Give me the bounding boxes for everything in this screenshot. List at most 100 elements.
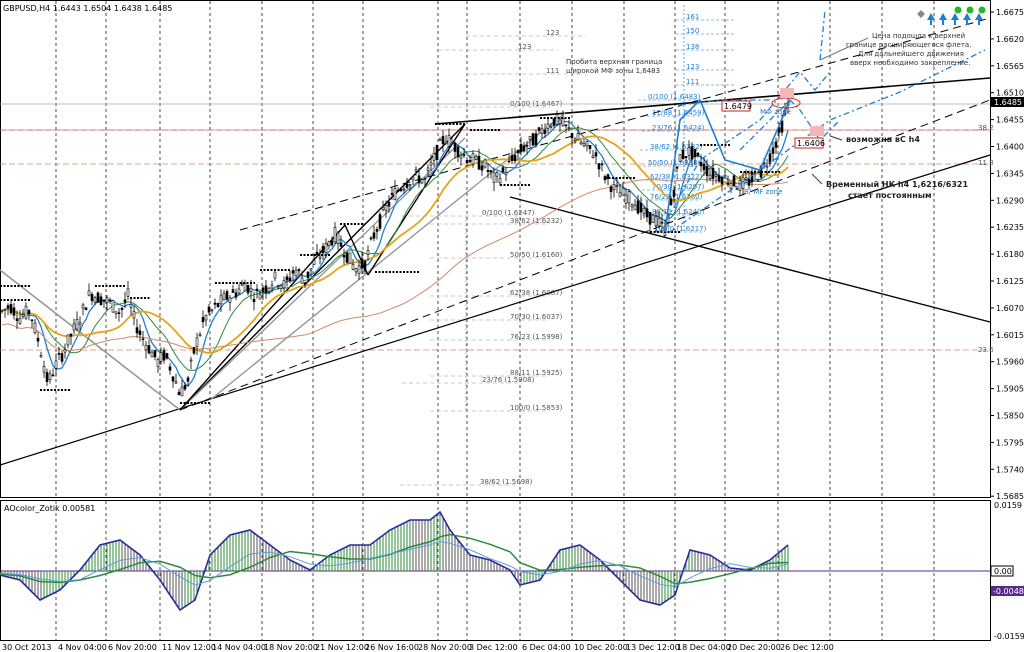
candle-body: [639, 202, 643, 213]
candle-body: [681, 149, 685, 159]
candle-body: [144, 344, 148, 351]
candle-body: [354, 268, 358, 273]
candle-body: [3, 308, 7, 311]
annotation-nk-1: Временный НК h4 1,6216/6321: [826, 180, 968, 189]
candle-body: [237, 288, 241, 294]
candle-body: [90, 293, 94, 302]
level-23: 23.6: [978, 346, 994, 354]
candle-body: [447, 135, 451, 147]
ma-green-line: [1, 126, 789, 371]
candle-body: [258, 294, 262, 300]
candle-body: [351, 264, 355, 270]
candle-body: [708, 174, 712, 180]
candle-body: [468, 159, 472, 163]
candle-body: [582, 142, 586, 147]
candle-body: [273, 271, 277, 279]
fib-grey-label: 100/0 (1.5853): [510, 404, 563, 412]
candle-body: [12, 307, 16, 316]
candle-body: [234, 292, 238, 298]
candle-body: [339, 242, 343, 247]
annotation-upper-breakout-2: широкой МФ зоны 1,6483: [566, 67, 660, 75]
candle-body: [51, 374, 55, 377]
candle-body: [288, 277, 292, 282]
candle-body: [621, 187, 625, 196]
candle-body: [303, 282, 307, 285]
candle-body: [333, 227, 337, 243]
indicator-name: AOcolor_Zotik 0.00581: [4, 504, 95, 513]
time-tick-label: 11 Nov 12:00: [162, 643, 216, 652]
candle-body: [69, 333, 73, 337]
candle-body: [276, 285, 280, 288]
candle-body: [507, 160, 511, 163]
candle-body: [540, 128, 544, 134]
candle-body: [474, 155, 478, 160]
candle-body: [426, 167, 430, 171]
candle-body: [738, 180, 742, 191]
candle-body: [510, 155, 514, 161]
candle-body: [543, 129, 547, 134]
candle-body: [9, 304, 13, 314]
candle-body: [297, 269, 301, 272]
forecast-path: [679, 99, 770, 106]
fib-blue-label: 88/11 (1.6240): [652, 208, 705, 216]
annotation-flat-3: Для дальнейшего движения: [858, 50, 964, 58]
price-label-box: [721, 100, 751, 112]
mf-zone-top: МФ zone: [760, 108, 791, 116]
candle-body: [306, 271, 310, 279]
candle-body: [342, 255, 346, 258]
candle-body: [222, 293, 226, 301]
time-tick-label: 26 Nov 16:00: [365, 643, 419, 652]
chart-grid: [55, 1, 935, 640]
candle-body: [444, 141, 448, 144]
candle-body: [138, 330, 142, 335]
candle-body: [192, 347, 196, 354]
axes: 1.6675 1.6620 1.6565 1.6510 1.6455 1.6400 1.63…: [2, 8, 1024, 652]
candle-body: [243, 283, 247, 292]
price-tick-label: 1.6400: [996, 143, 1024, 152]
fib-grey-label: 38/62 (1.5698): [480, 478, 533, 486]
candle-body: [723, 174, 727, 178]
annotation-upper-breakout-1: Пробита верхняя граница: [566, 58, 662, 66]
candle-body: [567, 127, 571, 129]
candle-body: [261, 287, 265, 293]
candle-body: [477, 155, 481, 170]
candle-body: [399, 188, 403, 192]
fib-grey-label: 111: [546, 67, 559, 75]
price-tick-label: 1.5795: [996, 438, 1024, 447]
candle-body: [108, 299, 112, 302]
pointer-arrow: [811, 173, 823, 185]
pointer-arrow: [829, 135, 843, 141]
candle-body: [537, 127, 541, 131]
candle-body: [330, 240, 334, 246]
candle-body: [600, 163, 604, 166]
candle-body: [648, 211, 652, 225]
candle-body: [24, 305, 28, 319]
candle-body: [615, 185, 619, 188]
fib-blue-label: 150: [686, 27, 699, 35]
candle-body: [18, 318, 22, 324]
candle-body: [372, 232, 376, 239]
candle-body: [384, 205, 388, 211]
candle-body: [363, 260, 367, 272]
level-11: 11.8: [978, 159, 994, 167]
candle-body: [102, 300, 106, 302]
annotation-nk-2: стает постоянным: [848, 191, 932, 200]
price-tick-label: 1.6565: [996, 62, 1024, 71]
status-dot-icon: [966, 6, 974, 14]
toolbar-icons[interactable]: [917, 6, 986, 26]
candle-body: [231, 289, 235, 293]
price-tick-label: 1.6070: [996, 304, 1024, 313]
candle-body: [87, 290, 91, 296]
candle-body: [705, 166, 709, 176]
candle-body: [42, 366, 46, 373]
candle-body: [180, 386, 184, 397]
fib-grey-label: 0/100 (1.6247): [482, 209, 535, 217]
candle-body: [756, 180, 760, 182]
fib-blue-label: 111: [686, 78, 699, 86]
candle-body: [711, 167, 715, 179]
candle-body: [402, 188, 406, 191]
candle-body: [657, 217, 661, 227]
candle-body: [336, 232, 340, 244]
